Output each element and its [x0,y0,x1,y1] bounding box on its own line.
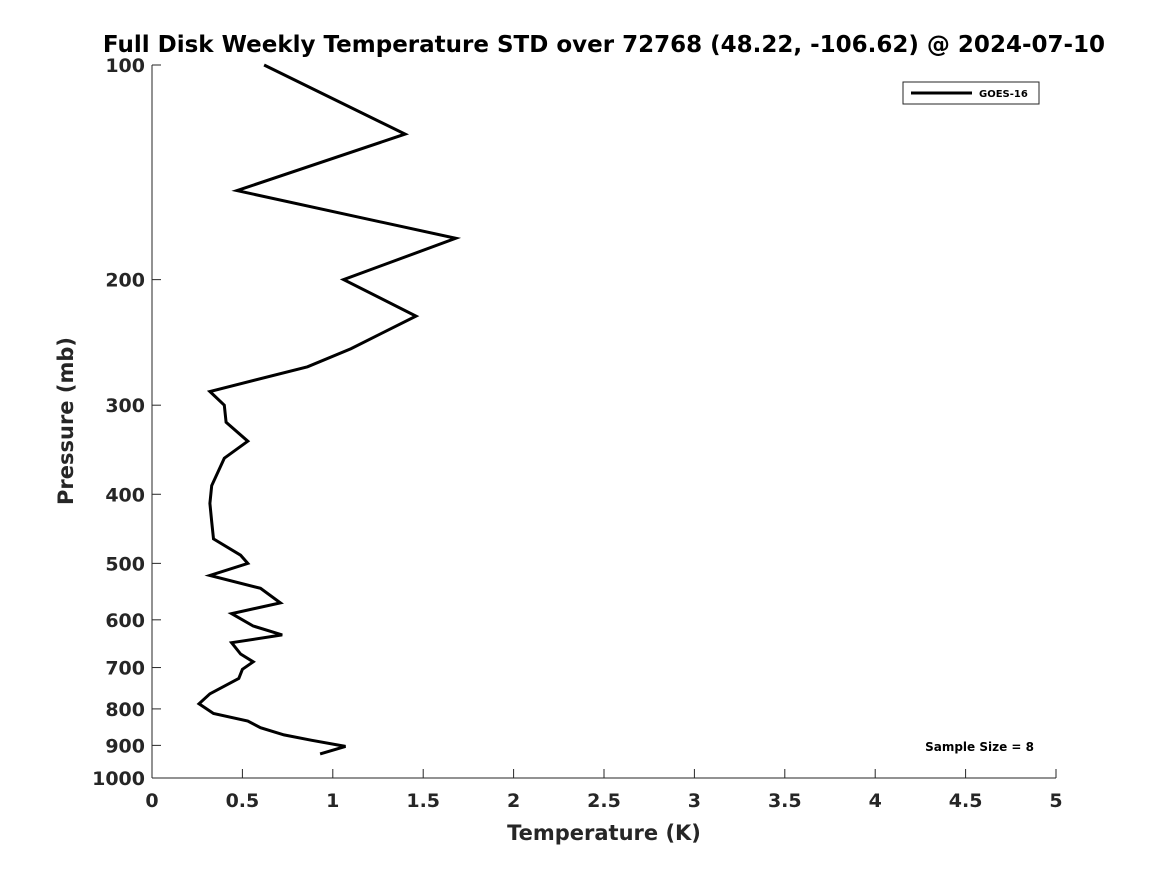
y-tick-label: 900 [105,735,145,757]
y-tick-label: 600 [105,610,145,632]
series-group [196,63,462,756]
x-tick-label: 1.5 [406,790,440,812]
x-tick-label: 0.5 [226,790,260,812]
y-tick-label: 400 [105,484,145,506]
x-tick-label: 5 [1049,790,1062,812]
chart-title: Full Disk Weekly Temperature STD over 72… [103,32,1105,58]
x-tick-label: 3 [688,790,701,812]
x-tick-label: 4 [869,790,882,812]
plot-area [152,65,1056,778]
y-axis-label: Pressure (mb) [54,337,78,505]
y-tick-label: 100 [105,55,145,77]
x-axis-label: Temperature (K) [507,821,701,845]
series-line-goes-16 [196,63,462,756]
y-tick-label: 300 [105,395,145,417]
y-tick-label: 200 [105,270,145,292]
legend: GOES-16 [902,81,1040,105]
x-tick-label: 2 [507,790,520,812]
legend-entry-goes-16: GOES-16 [979,89,1028,100]
x-tick-label: 4.5 [949,790,983,812]
x-axis-ticks: 0 0.5 1 1.5 2 2.5 3 3.5 4 4.5 5 [145,769,1063,812]
x-tick-label: 1 [326,790,339,812]
x-tick-label: 2.5 [587,790,621,812]
x-tick-label: 0 [145,790,158,812]
y-tick-label: 500 [105,553,145,575]
y-tick-label: 700 [105,658,145,680]
y-axis-ticks: 100 200 300 400 500 600 700 800 900 1000 [92,55,161,790]
y-tick-label: 800 [105,699,145,721]
x-tick-label: 3.5 [768,790,802,812]
sample-size-annotation: Sample Size = 8 [925,740,1034,754]
y-tick-label: 1000 [92,768,145,790]
